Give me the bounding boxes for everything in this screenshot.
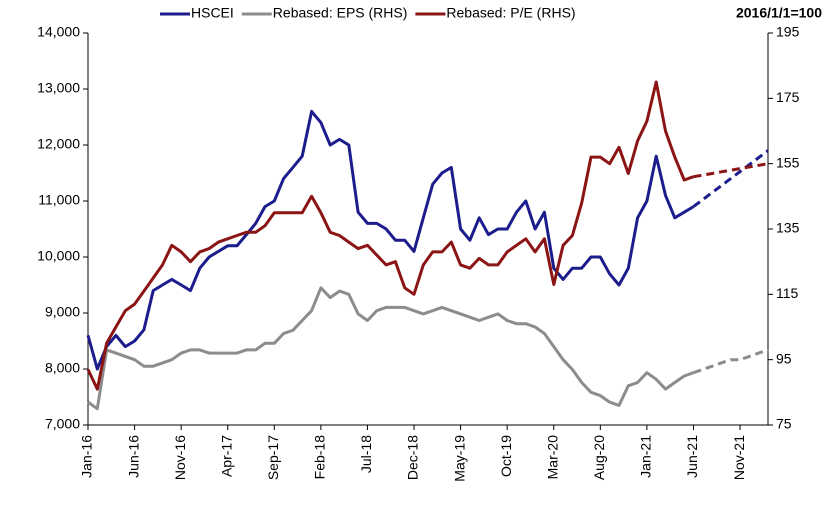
x-tick-label: May-19 <box>451 435 467 482</box>
projection-line <box>693 348 769 375</box>
y-tick-label: 11,000 <box>38 192 80 208</box>
legend-label: HSCEI <box>191 5 234 21</box>
x-tick-label: Jan-21 <box>638 435 654 478</box>
legend-label: Rebased: EPS (RHS) <box>273 5 408 21</box>
y-tick-label: 8,000 <box>45 360 80 376</box>
y-tick-label: 12,000 <box>37 136 80 152</box>
y2-tick-label: 75 <box>776 416 792 432</box>
x-tick-label: Feb-18 <box>312 435 328 480</box>
y2-tick-label: 195 <box>776 24 800 40</box>
x-tick-label: Apr-17 <box>218 435 234 477</box>
projection-line <box>693 162 769 179</box>
x-tick-label: Nov-21 <box>731 435 747 480</box>
y2-tick-label: 175 <box>776 89 800 105</box>
y2-tick-label: 115 <box>776 285 799 301</box>
series-line <box>86 80 695 391</box>
y2-tick-label: 135 <box>776 220 800 236</box>
x-tick-label: Nov-16 <box>172 435 188 480</box>
y-tick-label: 7,000 <box>45 416 80 432</box>
x-tick-label: Oct-19 <box>498 435 514 477</box>
x-tick-label: Jul-18 <box>358 435 374 473</box>
x-tick-label: Jun-16 <box>125 435 141 478</box>
series-line <box>86 109 695 371</box>
y-tick-label: 14,000 <box>37 24 80 40</box>
y2-tick-label: 95 <box>776 350 792 366</box>
y-tick-label: 13,000 <box>37 80 80 96</box>
y2-tick-label: 155 <box>776 154 800 170</box>
x-tick-label: Jan-16 <box>79 435 95 478</box>
y-tick-label: 10,000 <box>37 248 80 264</box>
x-tick-label: Dec-18 <box>405 435 421 480</box>
x-tick-label: Sep-17 <box>265 435 281 480</box>
legend-label: Rebased: P/E (RHS) <box>446 5 575 21</box>
series-line <box>87 286 695 411</box>
annotation: 2016/1/1=100 <box>736 5 822 21</box>
x-tick-label: Mar-20 <box>544 435 560 480</box>
x-tick-label: Jun-21 <box>684 435 700 478</box>
y-tick-label: 9,000 <box>45 304 80 320</box>
x-tick-label: Aug-20 <box>591 435 607 480</box>
projection-line <box>692 149 769 208</box>
